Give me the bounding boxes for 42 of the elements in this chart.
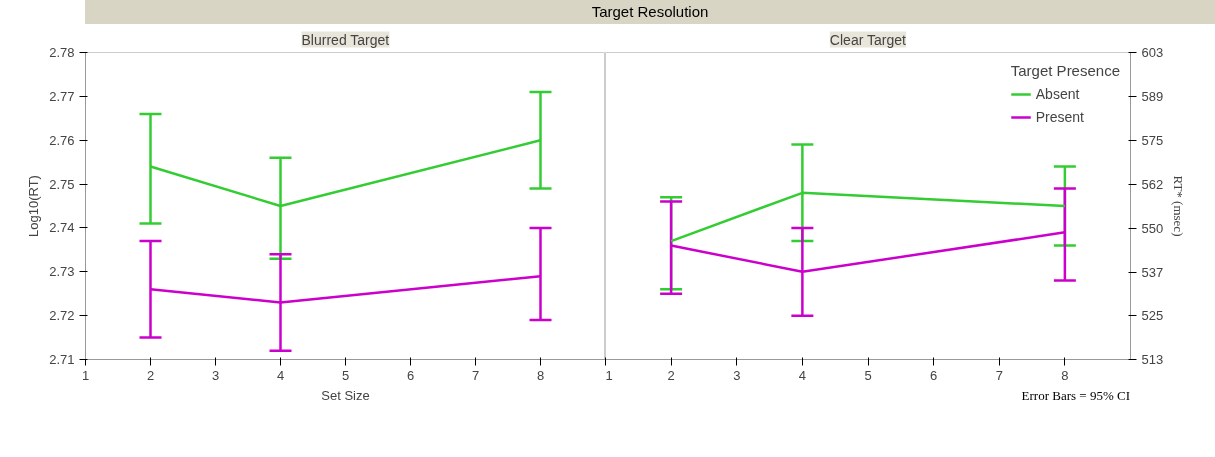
y-tick-label: 2.78 — [49, 45, 75, 60]
x-tick-label: 2 — [146, 367, 155, 383]
y2-axis-title: RT* (msec) — [1171, 175, 1187, 237]
legend-label: Present — [1035, 109, 1085, 125]
y-tick-label: 2.71 — [49, 352, 75, 367]
text: Error Bars = 95% CI — [1021, 387, 1130, 405]
x-tick-label: 6 — [930, 367, 938, 383]
y-tick-label: 2.73 — [49, 264, 75, 280]
x-tick-label: 1 — [605, 367, 613, 383]
text: 537 — [1141, 264, 1164, 280]
x-tick-label: 7 — [995, 367, 1003, 383]
text: 575 — [1141, 132, 1164, 148]
legend-title: Target Presence — [1010, 62, 1120, 79]
y-tick-label: 2.75 — [49, 176, 75, 192]
x-tick-label: 2 — [667, 367, 675, 383]
y-tick-label: 2.76 — [49, 132, 75, 148]
x-tick-label: 8 — [1061, 367, 1069, 383]
y-tick-label: 2.72 — [49, 308, 75, 324]
text: 525 — [1141, 308, 1164, 324]
y-axis-title: Log10(RT) — [26, 175, 42, 237]
x-tick-label: 4 — [798, 367, 806, 383]
y-tick-label: 2.77 — [49, 88, 75, 104]
x-tick-label: 4 — [276, 367, 285, 383]
chart-title: Blurred Target — [301, 31, 390, 48]
x-tick-label: 8 — [536, 367, 545, 383]
text: 589 — [1141, 89, 1164, 105]
text: 603 — [1141, 45, 1164, 60]
x-tick-label: 6 — [406, 367, 415, 383]
text: 550 — [1141, 220, 1164, 236]
x-tick-label: 5 — [341, 367, 350, 383]
x-tick-label: 7 — [471, 367, 480, 383]
x-tick-label: 3 — [211, 367, 220, 383]
x-tick-label: 5 — [864, 367, 872, 383]
chart-title: Clear Target — [829, 31, 906, 48]
text: 562 — [1141, 176, 1164, 192]
text: Target Resolution — [591, 2, 709, 22]
x-axis-title: Set Size — [321, 387, 370, 403]
y-tick-label: 2.74 — [49, 220, 75, 236]
x-tick-label: 1 — [81, 367, 90, 383]
text: 513 — [1141, 352, 1164, 367]
x-tick-label: 3 — [733, 367, 741, 383]
legend-label: Absent — [1035, 86, 1080, 102]
